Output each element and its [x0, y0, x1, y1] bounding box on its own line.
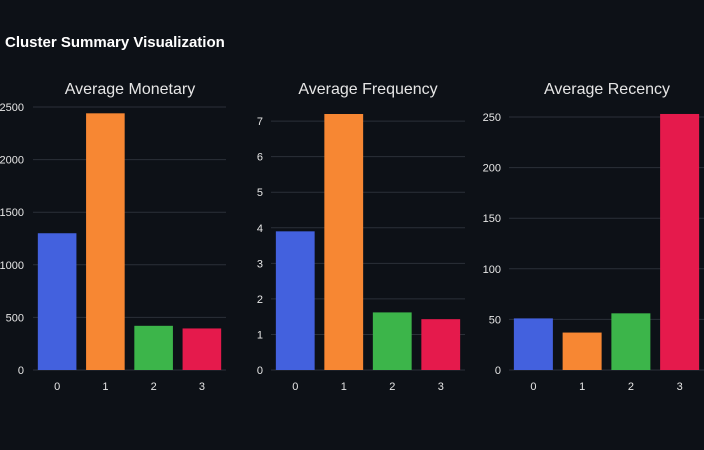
x-tick-label-monetary: 2	[151, 381, 157, 393]
y-tick-label-frequency: 5	[257, 187, 263, 199]
y-tick-label-monetary: 1000	[0, 260, 24, 272]
y-tick-label-recency: 200	[483, 163, 501, 175]
x-tick-label-recency: 3	[677, 381, 683, 393]
bar-recency-3	[660, 113, 700, 371]
bar-frequency-1	[324, 114, 364, 370]
x-tick-label-frequency: 3	[438, 381, 444, 393]
bar-frequency-2	[372, 312, 412, 370]
y-tick-label-frequency: 7	[257, 116, 263, 128]
bar-frequency-3	[421, 319, 461, 370]
bar-recency-2	[611, 313, 651, 370]
y-tick-label-frequency: 1	[257, 329, 263, 341]
y-tick-label-monetary: 2500	[0, 102, 24, 114]
chart-title-recency: Average Recency	[544, 81, 670, 98]
x-tick-label-recency: 1	[579, 381, 585, 393]
bar-monetary-3	[182, 328, 222, 370]
y-tick-label-frequency: 4	[257, 223, 263, 235]
y-tick-label-recency: 100	[483, 264, 501, 276]
x-tick-label-frequency: 1	[341, 381, 347, 393]
bar-recency-1	[562, 332, 602, 370]
bar-monetary-0	[37, 233, 77, 370]
y-tick-label-recency: 0	[495, 365, 501, 377]
y-tick-label-monetary: 1500	[0, 207, 24, 219]
bar-monetary-1	[86, 113, 125, 370]
y-tick-label-frequency: 3	[257, 258, 263, 270]
y-tick-label-frequency: 0	[257, 365, 263, 377]
y-tick-label-recency: 250	[483, 112, 501, 124]
y-tick-label-monetary: 500	[6, 312, 24, 324]
x-tick-label-recency: 0	[530, 381, 536, 393]
chart-title-frequency: Average Frequency	[298, 81, 437, 98]
chart-panel-monetary: Average Monetary 0 500 1000 1500 2000 2500 0 1 2 3	[0, 81, 226, 393]
y-tick-label-frequency: 2	[257, 294, 263, 306]
x-tick-label-recency: 2	[628, 381, 634, 393]
x-tick-label-frequency: 2	[389, 381, 395, 393]
bar-monetary-2	[134, 325, 173, 370]
chart-panel-frequency: Average Frequency 0 1 2 3 4 5 6 7 0 1 2 3	[257, 81, 465, 393]
y-tick-label-monetary: 0	[18, 365, 24, 377]
chart-title-monetary: Average Monetary	[65, 81, 195, 98]
bar-recency-0	[513, 318, 553, 370]
x-tick-label-monetary: 1	[102, 381, 108, 393]
y-tick-label-frequency: 6	[257, 152, 263, 164]
x-tick-label-monetary: 0	[54, 381, 60, 393]
x-tick-label-monetary: 3	[199, 381, 205, 393]
chart-panel-recency: Average Recency 0 50 100 150 200 250 0 1 2 3	[483, 81, 704, 393]
x-tick-label-frequency: 0	[292, 381, 298, 393]
y-tick-label-recency: 150	[483, 213, 501, 225]
y-tick-label-monetary: 2000	[0, 155, 24, 167]
y-tick-label-recency: 50	[489, 314, 501, 326]
page-title: Cluster Summary Visualization	[5, 34, 225, 51]
bar-frequency-0	[275, 231, 315, 370]
